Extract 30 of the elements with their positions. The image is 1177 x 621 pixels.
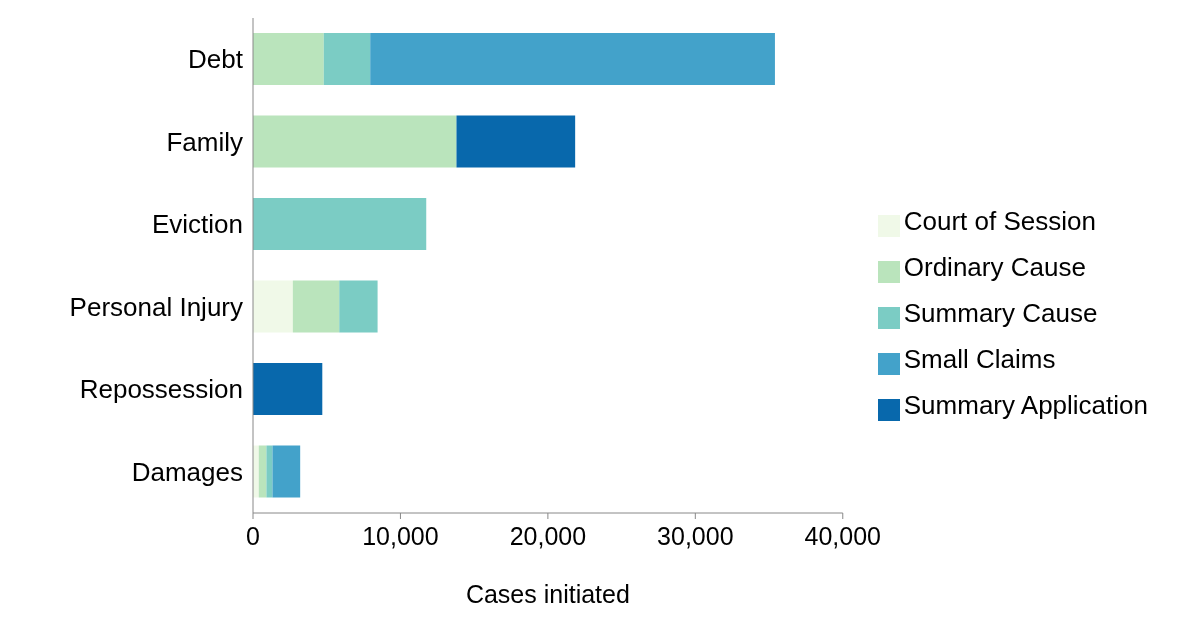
legend-label: Summary Cause [903,298,1098,328]
x-tick-label: 10,000 [362,521,439,550]
legend-label: Ordinary Cause [903,252,1086,282]
y-tick-label: Eviction [151,209,243,240]
bar [253,33,324,85]
y-tick-label: Repossession [79,374,243,405]
x-tick-label: 20,000 [509,521,587,550]
y-tick-label: Damages [131,456,243,487]
bar [258,445,267,498]
bar [323,33,371,85]
legend-label: Summary Application [903,390,1148,420]
bar [253,115,457,168]
bar [456,115,576,168]
y-tick-label: Family [166,126,243,157]
bar [253,198,427,250]
bar [253,280,293,333]
y-tick-label: Debt [188,44,244,75]
bar [253,363,323,415]
x-tick-label: 40,000 [804,521,881,550]
x-axis-title: Cases initiated [465,580,630,608]
y-tick-label: Personal Injury [69,291,243,322]
x-tick-label: 30,000 [657,521,734,550]
bar [339,280,378,333]
x-tick-label: 0 [246,521,260,550]
legend-label: Court of Session [903,206,1096,236]
bar [266,445,273,498]
bar [272,445,301,498]
bar [292,280,340,333]
bar [370,33,775,85]
legend-label: Small Claims [903,344,1056,374]
